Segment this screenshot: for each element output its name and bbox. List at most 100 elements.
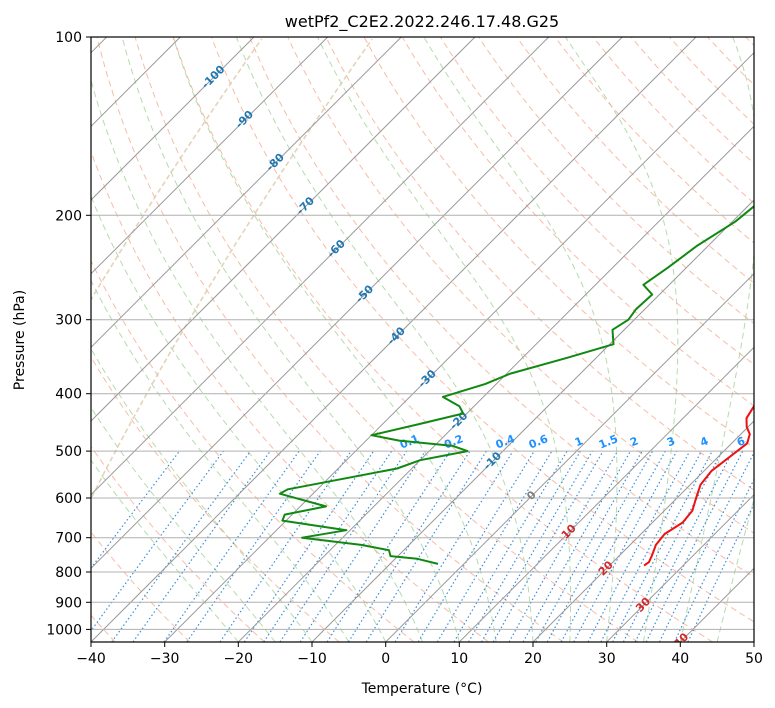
- mixing-ratio-line: [480, 450, 593, 642]
- x-tick-label: 50: [745, 651, 763, 667]
- mixing-ratio-label: 2: [628, 434, 640, 449]
- isotherm-line: [91, 37, 697, 642]
- isotherm-line: [164, 51, 754, 642]
- y-tick-label: 800: [55, 565, 82, 581]
- x-axis-label: Temperature (°C): [361, 681, 483, 697]
- isotherm-line: [311, 199, 754, 642]
- mixing-ratio-line: [492, 450, 604, 642]
- moist-adiabat-line: [91, 195, 387, 642]
- plot-area: [91, 37, 754, 642]
- dry-adiabat-line: [439, 37, 754, 366]
- mixing-ratio-line: [467, 450, 581, 642]
- isotherm-line: [91, 37, 623, 570]
- isotherm-line: [91, 37, 476, 422]
- moist-adiabat-line: [679, 37, 754, 642]
- mixing-ratio-line: [508, 450, 619, 642]
- x-tick-label: 0: [381, 651, 390, 667]
- mixing-ratio-line: [522, 450, 632, 642]
- moist-adiabat-line: [564, 37, 679, 642]
- isotherm-line: [532, 420, 754, 642]
- dry-adiabat-line: [96, 37, 564, 642]
- mixing-ratio-line: [394, 450, 514, 642]
- mixing-ratio-line: [573, 450, 678, 642]
- moist-adiabat-line: [91, 459, 239, 642]
- isotherm-line: [237, 125, 754, 642]
- mixing-ratio-line: [453, 450, 568, 642]
- dry-adiabat-line: [630, 37, 754, 165]
- y-tick-label: 600: [55, 491, 82, 507]
- isotherm-line: [91, 37, 550, 496]
- dry-adiabat-line: [325, 37, 754, 491]
- sounding-series: [278, 205, 754, 567]
- dry-adiabat-line: [211, 37, 754, 623]
- moist-adiabat-line: [121, 37, 460, 642]
- frost-point-curve: [91, 38, 373, 501]
- y-axis-label: Pressure (hPa): [12, 290, 28, 390]
- moist-adiabat-line: [716, 497, 754, 642]
- y-tick-label: 400: [55, 387, 82, 403]
- moist-adiabat-line: [423, 37, 618, 642]
- moist-adiabats: [91, 37, 754, 642]
- mixing-ratio-line: [612, 450, 713, 642]
- chart-title: wetPf2_C2E2.2022.246.17.48.G25: [285, 12, 559, 32]
- mixing-ratio-line: [132, 450, 271, 642]
- isotherm-line: [91, 37, 255, 201]
- isotherm-line: [606, 493, 754, 642]
- dry-adiabat-line: [249, 37, 754, 578]
- mixing-ratio-line: [219, 450, 352, 642]
- mixing-ratio-line: [622, 450, 723, 642]
- y-axis-ticks: 100 200 300 400 500 600 700 800 900 1000: [46, 30, 91, 638]
- dry-adiabat-line: [91, 445, 265, 642]
- mixing-ratio-line: [163, 450, 300, 642]
- mixing-ratio-line: [587, 450, 691, 642]
- moist-adiabat-line: [172, 37, 497, 642]
- isotherms: [91, 37, 754, 642]
- mixing-ratio-line: [417, 450, 535, 642]
- mixing-ratio-line: [365, 450, 487, 642]
- x-tick-label: −30: [150, 651, 180, 667]
- mixing-ratio-lines: [91, 450, 754, 642]
- y-tick-label: 200: [55, 208, 82, 224]
- y-tick-label: 500: [55, 444, 82, 460]
- mixing-ratio-line: [535, 450, 643, 642]
- x-axis-ticks: −40 −30 −20 −10 0 10 20 30 40 50: [76, 642, 763, 667]
- mixing-ratio-line: [279, 450, 408, 642]
- mixing-ratio-line: [91, 450, 180, 570]
- isotherm-line: [91, 37, 329, 275]
- y-tick-label: 700: [55, 531, 82, 547]
- x-tick-label: 30: [598, 651, 616, 667]
- x-tick-label: −20: [224, 651, 254, 667]
- x-tick-label: 20: [524, 651, 542, 667]
- y-tick-label: 900: [55, 595, 82, 611]
- x-tick-label: 10: [450, 651, 468, 667]
- mixing-ratio-line: [263, 450, 393, 642]
- frost-reference-curve: [91, 38, 373, 501]
- y-tick-label: 100: [55, 30, 82, 46]
- mixing-ratio-line: [243, 450, 375, 642]
- y-tick-label: 300: [55, 313, 82, 329]
- dry-adiabat-line: [401, 37, 754, 407]
- moist-adiabat-line: [91, 78, 423, 642]
- isotherm-line: [458, 346, 754, 642]
- dry-adiabat-line: [134, 37, 639, 642]
- x-tick-label: 40: [671, 651, 689, 667]
- isotherm-line: [385, 272, 754, 642]
- isotherm-label: 40: [671, 630, 691, 650]
- isotherm-line: [91, 37, 402, 349]
- moist-adiabat-line: [91, 406, 276, 642]
- dewpoint-line: [278, 205, 754, 565]
- mixing-ratio-line: [600, 450, 703, 642]
- temperature-line: [643, 403, 754, 567]
- dry-adiabat-line: [91, 259, 415, 642]
- x-tick-label: −40: [76, 651, 106, 667]
- dry-adiabat-line: [554, 37, 754, 244]
- mixing-ratio-label: 3: [665, 434, 677, 449]
- y-tick-label: 1000: [46, 622, 82, 638]
- x-tick-label: −10: [297, 651, 327, 667]
- mixing-ratio-label: 1: [573, 434, 585, 449]
- plot-frame: [90, 36, 755, 643]
- mixing-ratio-line: [560, 450, 666, 642]
- pressure-gridlines: [91, 37, 754, 630]
- mixing-ratio-line: [186, 450, 321, 642]
